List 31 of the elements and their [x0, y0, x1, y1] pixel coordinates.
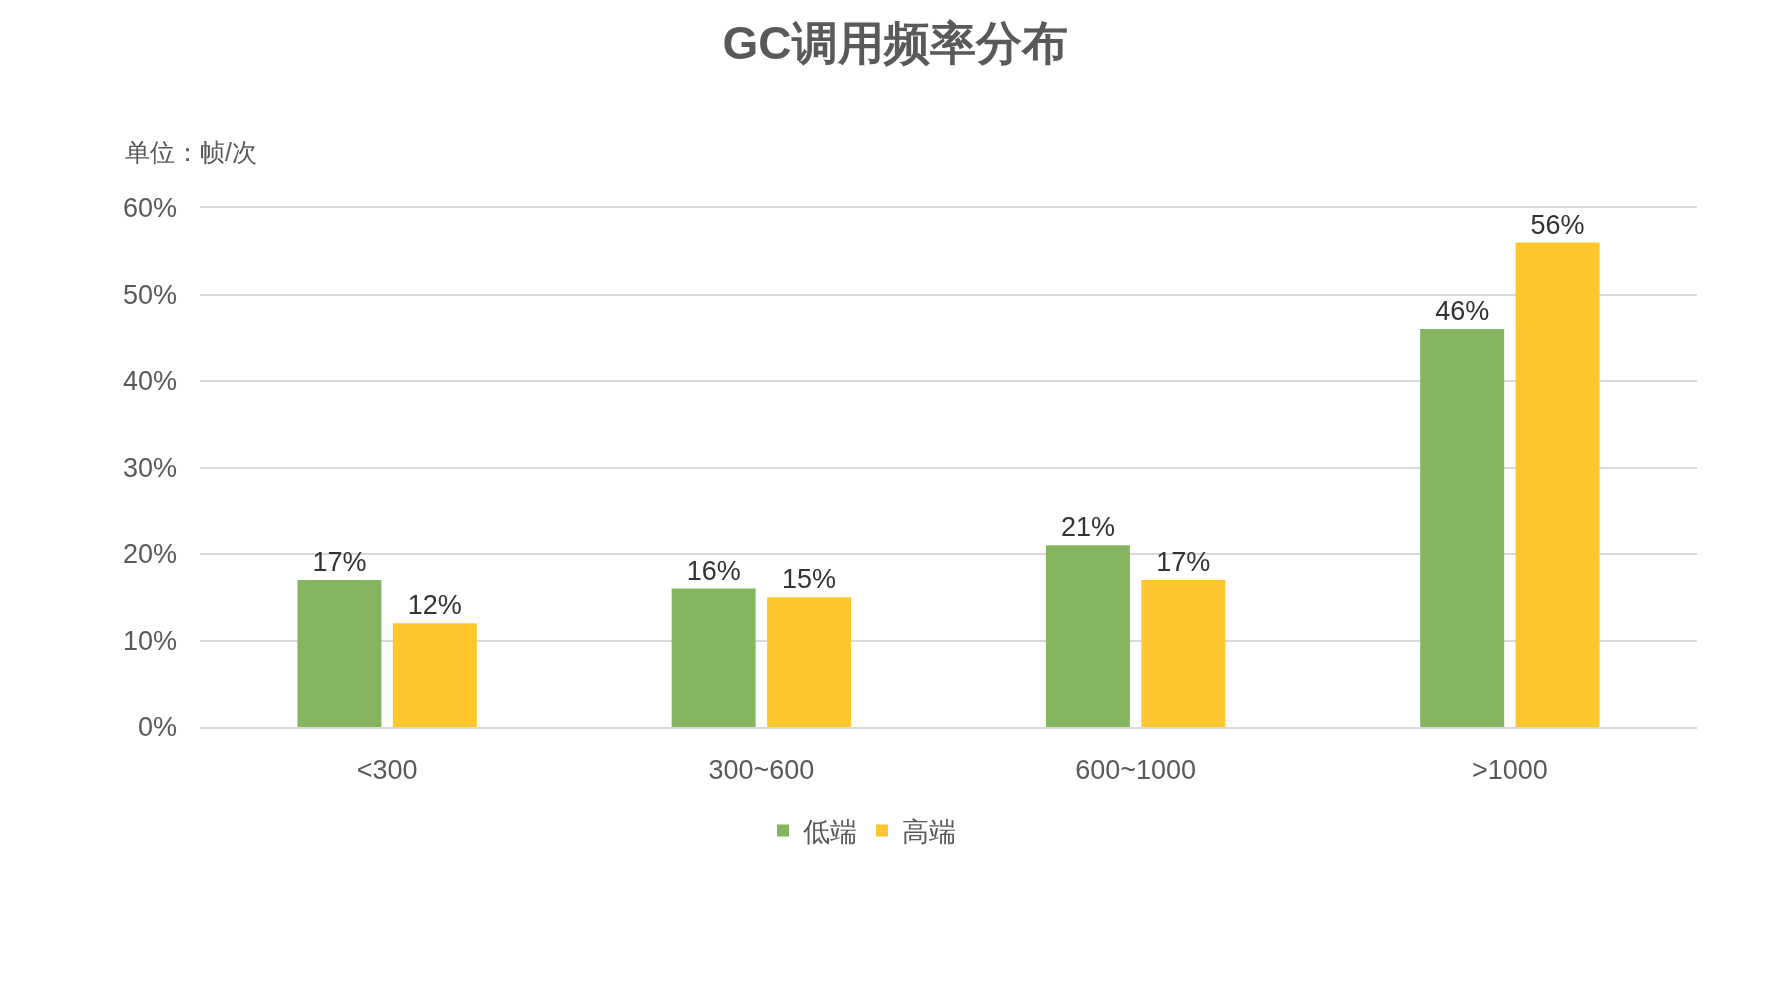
- bar: [671, 588, 756, 727]
- bar: [1141, 579, 1226, 727]
- x-tick-label: <300: [356, 755, 418, 786]
- data-label: 17%: [312, 546, 367, 577]
- bar: [1420, 329, 1505, 727]
- y-tick-label: 60%: [122, 193, 177, 224]
- y-tick-label: 0%: [137, 712, 177, 743]
- x-tick-label: >1000: [1471, 755, 1548, 786]
- x-tick-label: 300~600: [708, 755, 815, 786]
- data-label: 15%: [782, 564, 837, 595]
- bar: [767, 597, 852, 727]
- y-tick-label: 10%: [122, 625, 177, 656]
- chart-title: GC调用频率分布: [722, 17, 1068, 70]
- data-label: 21%: [1060, 512, 1115, 543]
- data-label: 17%: [1156, 546, 1211, 577]
- y-tick-label: 30%: [122, 452, 177, 483]
- y-tick-label: 50%: [122, 279, 177, 310]
- data-label: 12%: [407, 590, 462, 621]
- legend-label: 低端: [803, 817, 857, 848]
- data-label: 46%: [1435, 296, 1490, 327]
- bar: [392, 623, 477, 727]
- bar: [1045, 545, 1130, 727]
- x-tick-label: 600~1000: [1075, 755, 1197, 786]
- data-label: 16%: [686, 555, 741, 586]
- data-label: 56%: [1530, 209, 1585, 240]
- y-axis-title: 单位：帧/次: [125, 138, 257, 166]
- bar: [297, 579, 382, 727]
- bar: [1515, 242, 1600, 727]
- legend-label: 高端: [902, 817, 956, 848]
- y-tick-label: 20%: [122, 539, 177, 570]
- y-tick-label: 40%: [122, 366, 177, 397]
